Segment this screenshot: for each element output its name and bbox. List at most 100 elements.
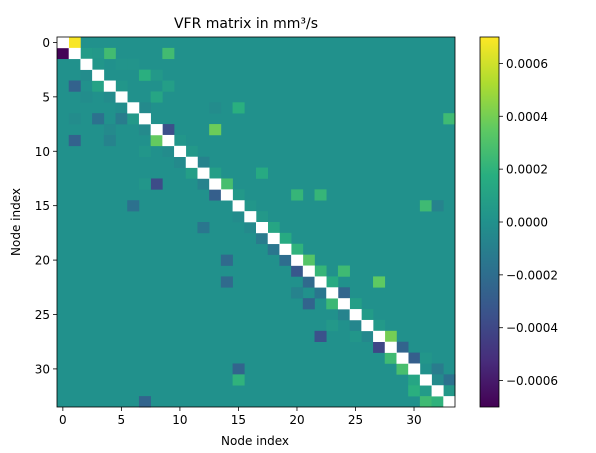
colorbar-tick-label: 0.0004 — [506, 110, 548, 124]
heatmap-cell — [431, 396, 444, 408]
heatmap-cell — [431, 363, 444, 375]
heatmap-cell — [220, 254, 233, 266]
x-axis-label: Node index — [221, 434, 289, 448]
x-tick-label: 15 — [231, 413, 246, 427]
x-tick-label: 30 — [406, 413, 421, 427]
colorbar-tick-label: 0.0000 — [506, 216, 548, 230]
heatmap-cell — [232, 189, 245, 201]
diagonal-cell — [209, 178, 222, 190]
heatmap-cell — [384, 352, 397, 364]
heatmap-cell — [396, 363, 409, 375]
heatmap-cell — [302, 254, 315, 266]
y-tick-label: 0 — [42, 36, 50, 50]
heatmap-cell — [361, 330, 374, 342]
heatmap-cell — [337, 309, 350, 321]
heatmap-cell — [291, 265, 304, 277]
heatmap-cell — [314, 330, 327, 342]
y-tick-label: 5 — [42, 90, 50, 104]
heatmap-cell — [232, 363, 245, 375]
heatmap-cell — [150, 91, 163, 103]
heatmap-cell — [232, 211, 245, 223]
heatmap-cell — [291, 243, 304, 255]
heatmap-cell — [431, 200, 444, 212]
heatmap-cell — [150, 134, 163, 147]
heatmap-cell — [138, 178, 151, 190]
x-tick-label: 5 — [118, 413, 126, 427]
x-tick-label: 0 — [59, 413, 67, 427]
heatmap-cell — [349, 319, 362, 332]
y-tick-label: 25 — [35, 308, 50, 322]
heatmap-cell — [209, 124, 222, 136]
colorbar-tick-label: 0.0002 — [506, 163, 548, 177]
diagonal-cell — [443, 396, 456, 408]
heatmap-cell — [150, 178, 163, 190]
diagonal-cell — [291, 254, 304, 266]
heatmap-cell — [103, 124, 116, 136]
heatmap-cell — [408, 352, 421, 364]
heatmap-cell — [138, 102, 151, 114]
heatmap-cell — [209, 189, 222, 201]
heatmap-cell — [384, 330, 397, 342]
colorbar-ticks: −0.0006 −0.0004 −0.0002 0.0000 0.0002 0.0004 0… — [499, 57, 558, 388]
heatmap-cell — [244, 222, 257, 234]
diagonal-cell — [197, 167, 210, 179]
heatmap-cell — [197, 156, 210, 168]
diagonal-cell — [337, 298, 350, 310]
diagonal-cell — [103, 80, 116, 92]
heatmap-cell — [68, 113, 81, 125]
heatmap-cell — [244, 200, 257, 212]
heatmap-cell — [256, 232, 269, 245]
x-tick-label: 10 — [172, 413, 187, 427]
heatmap-cell — [256, 167, 269, 179]
heatmap-cell — [232, 102, 245, 114]
diagonal-cell — [80, 58, 93, 70]
heatmap-cell — [174, 134, 187, 147]
heatmap-cell — [162, 124, 175, 136]
heatmap-cell — [408, 385, 421, 397]
heatmap-cell — [220, 276, 233, 288]
diagonal-cell — [162, 134, 175, 147]
heatmap-cell — [291, 189, 304, 201]
diagonal-cell — [185, 156, 198, 168]
heatmap-cell — [373, 276, 386, 288]
diagonal-cell — [326, 287, 339, 299]
diagonal-cell — [220, 189, 233, 201]
heatmap-cell — [115, 58, 128, 70]
heatmap-cell — [185, 167, 198, 179]
x-tick-label: 20 — [289, 413, 304, 427]
diagonal-cell — [267, 232, 280, 245]
heatmap-cell — [326, 319, 339, 332]
x-axis-ticks: 0 5 10 15 20 25 30 — [59, 407, 422, 427]
diagonal-cell — [150, 124, 163, 136]
heatmap-cell — [103, 134, 116, 147]
heatmap-cell — [68, 37, 81, 49]
diagonal-cell — [256, 222, 269, 234]
y-tick-label: 10 — [35, 145, 50, 159]
diagonal-cell — [314, 276, 327, 288]
colorbar-tick-label: −0.0002 — [506, 268, 558, 282]
heatmap-cell — [443, 113, 456, 125]
heatmap-cell — [138, 124, 151, 136]
heatmap-cell — [92, 80, 105, 92]
heatmap-cell — [232, 374, 245, 386]
diagonal-cells — [57, 37, 456, 408]
heatmap-cell — [162, 80, 175, 92]
chart-title: VFR matrix in mm³/s — [174, 16, 318, 32]
y-axis-ticks: 0 5 10 15 20 25 30 — [35, 36, 57, 376]
heatmap-cell — [115, 80, 128, 92]
heatmap-cell — [80, 47, 93, 60]
diagonal-cell — [361, 319, 374, 332]
heatmap-cell — [361, 309, 374, 321]
heatmap-cell — [279, 254, 292, 266]
diagonal-cell — [174, 145, 187, 157]
diagonal-cell — [302, 265, 315, 277]
heatmap-cell — [150, 69, 163, 81]
diagonal-cell — [127, 102, 140, 114]
heatmap-cell — [68, 134, 81, 147]
y-tick-label: 15 — [35, 199, 50, 213]
heatmap-cell — [127, 58, 140, 70]
diagonal-cell — [373, 330, 386, 342]
heatmap-cell — [256, 211, 269, 223]
heatmap-cell — [103, 91, 116, 103]
